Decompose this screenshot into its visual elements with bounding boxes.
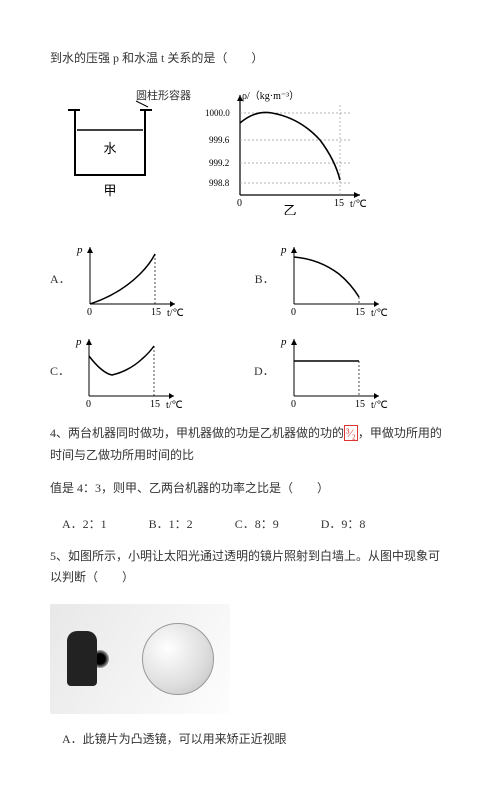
- opt-label-C: C．: [50, 361, 70, 383]
- svg-text:15: 15: [151, 307, 161, 318]
- svg-text:15: 15: [355, 307, 365, 318]
- svg-text:0: 0: [86, 399, 91, 410]
- q4-stem-a: 4、两台机器同时做功，甲机器做的功是乙机器做的功的: [50, 426, 344, 440]
- svg-text:乙: 乙: [283, 203, 296, 215]
- svg-text:t/℃: t/℃: [167, 308, 184, 319]
- q5-photo: [50, 604, 230, 714]
- svg-text:999.2: 999.2: [209, 158, 229, 168]
- q3-option-A[interactable]: A． 0 15 t/℃ p: [50, 239, 185, 319]
- lens-icon: [142, 623, 214, 695]
- svg-text:999.6: 999.6: [209, 135, 230, 145]
- q4-options: A．2：1 B．1：2 C．8：9 D．9：8: [62, 514, 450, 536]
- svg-text:15: 15: [334, 198, 344, 209]
- svg-text:0: 0: [87, 307, 92, 318]
- q4-stem: 4、两台机器同时做功，甲机器做的功是乙机器做的功的³⁄₂，甲做功所用的时间与乙做…: [50, 423, 450, 466]
- svg-text:0: 0: [291, 399, 296, 410]
- opt-B-graph: 0 15 t/℃ p: [279, 239, 389, 319]
- opt-label-A: A．: [50, 269, 71, 291]
- svg-text:t/℃: t/℃: [371, 400, 388, 411]
- svg-text:p: p: [75, 336, 82, 348]
- q4-opt-D[interactable]: D．9：8: [321, 514, 366, 536]
- opt-label-B: B．: [255, 269, 275, 291]
- q3-figures: 水 甲 圆柱形容器 1000.0 999.6 999.2 998.8: [50, 85, 450, 225]
- svg-text:0: 0: [237, 198, 242, 209]
- svg-text:p: p: [280, 336, 287, 348]
- opt-D-graph: 0 15 t/℃ p: [279, 331, 389, 411]
- svg-text:ρ/（kg·m⁻³）: ρ/（kg·m⁻³）: [242, 90, 299, 102]
- water-label-text: 水: [103, 141, 116, 156]
- q3-option-C[interactable]: C． 0 15 t/℃ p: [50, 331, 184, 411]
- q3-options-row2: C． 0 15 t/℃ p D． 0 15 t/℃ p: [50, 331, 450, 411]
- svg-text:p: p: [280, 244, 287, 256]
- opt-A-graph: 0 15 t/℃ p: [75, 239, 185, 319]
- fig-density-chart: 1000.0 999.6 999.2 998.8 0 15 t/℃ ρ/（kg·…: [200, 85, 370, 215]
- q4-opt-A[interactable]: A．2：1: [62, 514, 107, 536]
- q3-options-row1: A． 0 15 t/℃ p B． 0 15 t/℃ p: [50, 239, 450, 319]
- svg-text:0: 0: [291, 307, 296, 318]
- opt-label-D: D．: [254, 361, 275, 383]
- svg-text:t/℃: t/℃: [350, 199, 367, 210]
- fig-container-water: 水 甲 圆柱形容器: [50, 85, 170, 225]
- q3-option-B[interactable]: B． 0 15 t/℃ p: [255, 239, 389, 319]
- q3-stem: 到水的压强 p 和水温 t 关系的是（ ）: [50, 48, 450, 70]
- svg-text:998.8: 998.8: [209, 178, 230, 188]
- q4-stem-c: 值是 4：3，则甲、乙两台机器的功率之比是（ ）: [50, 478, 450, 500]
- q4-opt-B[interactable]: B．1：2: [149, 514, 193, 536]
- hand-left: [67, 631, 97, 686]
- q3-option-D[interactable]: D． 0 15 t/℃ p: [254, 331, 389, 411]
- svg-text:t/℃: t/℃: [166, 400, 183, 411]
- q5-stem: 5、如图所示，小明让太阳光通过透明的镜片照射到白墙上。从图中现象可以判断（ ）: [50, 546, 450, 589]
- q5-opt-A[interactable]: A．此镜片为凸透镜，可以用来矫正近视眼: [62, 729, 450, 751]
- opt-C-graph: 0 15 t/℃ p: [74, 331, 184, 411]
- density-chart-svg: 1000.0 999.6 999.2 998.8 0 15 t/℃ ρ/（kg·…: [200, 85, 370, 215]
- svg-text:1000.0: 1000.0: [205, 108, 230, 118]
- q4-fraction: ³⁄₂: [344, 425, 358, 441]
- caption-left-text: 甲: [103, 183, 116, 198]
- svg-text:p: p: [76, 244, 83, 256]
- svg-text:t/℃: t/℃: [371, 308, 388, 319]
- svg-text:15: 15: [355, 399, 365, 410]
- container-label: 圆柱形容器: [136, 87, 196, 107]
- svg-text:15: 15: [150, 399, 160, 410]
- q4-opt-C[interactable]: C．8：9: [235, 514, 279, 536]
